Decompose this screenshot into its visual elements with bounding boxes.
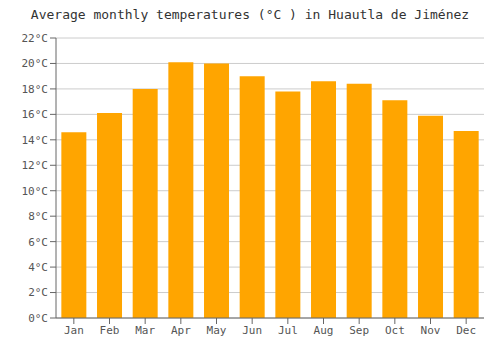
svg-text:Apr: Apr (171, 324, 191, 337)
svg-text:14°C: 14°C (22, 134, 49, 147)
svg-text:Jun: Jun (242, 324, 262, 337)
svg-text:12°C: 12°C (22, 159, 49, 172)
svg-text:Nov: Nov (421, 324, 441, 337)
html-text:Average monthly temperatures (: Average monthly temperatures (°C ) in Hu… (30, 7, 470, 22)
svg-text:22°C: 22°C (22, 32, 49, 45)
svg-text:May: May (207, 324, 227, 337)
svg-text:4°C: 4°C (28, 261, 48, 274)
svg-text:10°C: 10°C (22, 185, 49, 198)
svg-text:Aug: Aug (314, 324, 334, 337)
svg-text:Feb: Feb (100, 324, 120, 337)
svg-text:8°C: 8°C (28, 210, 48, 223)
svg-text:6°C: 6°C (28, 236, 48, 249)
svg-text:Jan: Jan (64, 324, 84, 337)
svg-text:Oct: Oct (385, 324, 405, 337)
svg-text:Dec: Dec (456, 324, 476, 337)
svg-text:18°C: 18°C (22, 83, 49, 96)
svg-text:20°C: 20°C (22, 57, 49, 70)
svg-text:Mar: Mar (135, 324, 155, 337)
svg-text:Jul: Jul (278, 324, 298, 337)
svg-text:Sep: Sep (349, 324, 369, 337)
svg-text:2°C: 2°C (28, 286, 48, 299)
svg-text:0°C: 0°C (28, 312, 48, 325)
svg-text:16°C: 16°C (22, 108, 49, 121)
